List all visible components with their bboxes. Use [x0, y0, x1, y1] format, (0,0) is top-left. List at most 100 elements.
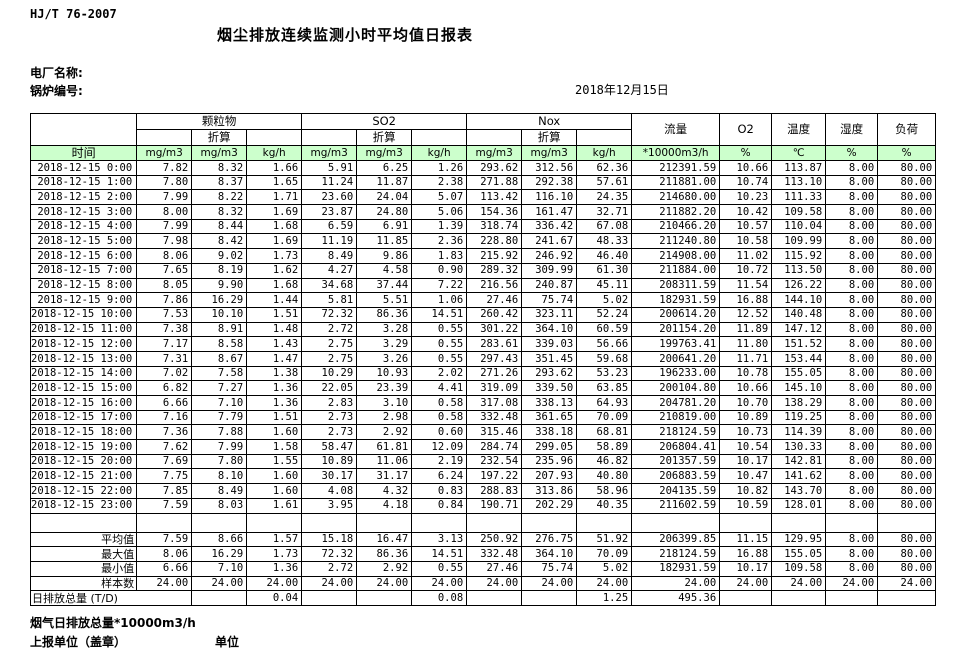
cell	[466, 512, 523, 533]
header-subrow: 折算 折算 折算	[31, 129, 936, 146]
cell: 2018-12-15 2:00	[29, 189, 138, 206]
cell: 7.85	[136, 483, 193, 499]
cell: 8.00	[825, 439, 879, 455]
cell: 10.17	[719, 453, 773, 470]
cell	[136, 512, 193, 533]
cell: 10.74	[719, 174, 773, 191]
cell: 10.66	[719, 160, 773, 176]
cell: 216.56	[466, 277, 523, 294]
cell: 109.58	[771, 560, 827, 577]
cell: 111.33	[771, 189, 827, 206]
cell: 5.02	[576, 560, 633, 577]
cell: 1.55	[246, 453, 303, 470]
cell: 7.69	[136, 453, 193, 470]
unit-cell: ℃	[771, 145, 827, 161]
cell: 190.71	[466, 497, 523, 514]
cell: 8.44	[191, 218, 248, 235]
cell: 7.88	[191, 424, 248, 441]
cell: 10.10	[191, 306, 248, 323]
cell: 5.02	[576, 292, 633, 308]
cell: 24.00	[191, 575, 248, 592]
unit-label: 单位	[215, 635, 240, 649]
cell: 8.49	[301, 248, 358, 264]
cell: 80.00	[877, 483, 937, 499]
cell: 14.51	[411, 306, 468, 323]
time-header: 时间	[29, 145, 138, 161]
cell: 116.10	[521, 189, 578, 206]
cell: 58.47	[301, 439, 358, 455]
cell	[576, 512, 633, 533]
cell: 7.10	[191, 395, 248, 411]
cell: 8.32	[191, 204, 248, 220]
cell: 16.88	[719, 292, 773, 308]
unit-cell: %	[719, 145, 773, 161]
cell: 11.02	[719, 248, 773, 264]
cell: 211240.80	[631, 233, 721, 250]
cell: 8.00	[825, 424, 879, 441]
cell: 113.42	[466, 189, 523, 206]
cell: 197.22	[466, 468, 523, 485]
cell: 336.42	[521, 218, 578, 235]
cell: 2018-12-15 5:00	[29, 233, 138, 250]
cell: 115.92	[771, 248, 827, 264]
cell: 8.10	[191, 468, 248, 485]
cell: 8.00	[825, 204, 879, 220]
cell: 8.00	[825, 395, 879, 411]
cell: 289.32	[466, 262, 523, 279]
cell: 11.06	[356, 453, 413, 470]
cell: 211602.59	[631, 497, 721, 514]
cell: 2018-12-15 23:00	[29, 497, 138, 514]
cell: 8.19	[191, 262, 248, 279]
cell: 284.74	[466, 439, 523, 455]
cell: 48.33	[576, 233, 633, 250]
cell: 1.60	[246, 468, 303, 485]
cell: 206399.85	[631, 531, 721, 548]
cell: 11.24	[301, 174, 358, 191]
cell: 1.60	[246, 483, 303, 499]
cell: 2018-12-15 1:00	[29, 174, 138, 191]
cell	[771, 512, 827, 533]
cell: 80.00	[877, 336, 937, 352]
cell: 80.00	[877, 560, 937, 577]
cell: 51.92	[576, 531, 633, 548]
cell: 7.27	[191, 380, 248, 396]
cell: 24.00	[411, 575, 468, 592]
cell: 114.39	[771, 424, 827, 441]
cell: 109.99	[771, 233, 827, 250]
cell: 0.60	[411, 424, 468, 441]
table-row: 2018-12-15 0:00 7.82 8.32 1.66 5.91 6.25 1.26 2…	[29, 160, 937, 176]
cell: 288.83	[466, 483, 523, 499]
cell: 0.08	[411, 590, 468, 606]
cell: 8.00	[825, 350, 879, 367]
cell: 10.42	[719, 204, 773, 220]
cell: 8.66	[191, 531, 248, 548]
cell: 2018-12-15 6:00	[29, 248, 138, 264]
cell: 312.56	[521, 160, 578, 176]
cell: 24.04	[356, 189, 413, 206]
cell	[521, 590, 578, 606]
unit-cell: kg/h	[411, 145, 468, 161]
cell: 214908.00	[631, 248, 721, 264]
cell: 8.00	[825, 468, 879, 485]
cell	[29, 512, 138, 533]
cell: 142.81	[771, 453, 827, 470]
cell: 211884.00	[631, 262, 721, 279]
cell: 2.02	[411, 365, 468, 382]
cell: 24.00	[136, 575, 193, 592]
cell: 7.86	[136, 292, 193, 308]
cell: 2.73	[301, 424, 358, 441]
cell: 361.65	[521, 409, 578, 426]
unit-cell: mg/m3	[466, 145, 523, 161]
cell: 211881.00	[631, 174, 721, 191]
cell: 10.89	[719, 409, 773, 426]
cell: 2.98	[356, 409, 413, 426]
cell: 6.82	[136, 380, 193, 396]
table-row: 2018-12-15 9:00 7.86 16.29 1.44 5.81 5.51 1.06…	[29, 292, 937, 308]
subheader-converted: 折算	[521, 129, 578, 146]
cell: 155.05	[771, 546, 827, 562]
cell: 318.74	[466, 218, 523, 235]
cell: 10.17	[719, 560, 773, 577]
cell: 5.07	[411, 189, 468, 206]
cell: 27.46	[466, 292, 523, 308]
cell: 7.38	[136, 321, 193, 338]
